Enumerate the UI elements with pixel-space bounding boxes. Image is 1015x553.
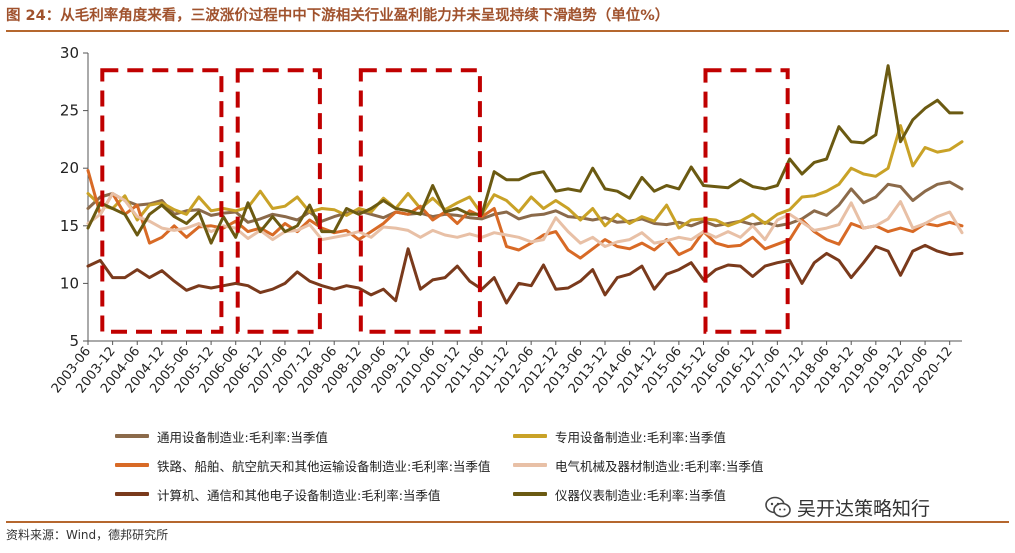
highlight-period-box (703, 68, 790, 334)
y-tick-label: 10 (60, 274, 79, 292)
y-tick-label: 15 (60, 217, 79, 235)
legend-label: 电气机械及器材制造业:毛利率:当季值 (555, 458, 764, 474)
highlight-period-box (100, 68, 224, 334)
y-tick-label: 30 (60, 44, 79, 62)
y-tick-label: 25 (60, 102, 79, 120)
legend-swatch (513, 492, 547, 496)
series-line (86, 180, 964, 228)
series-line (86, 169, 964, 260)
series-line (86, 124, 964, 230)
legend-swatch (513, 463, 547, 467)
legend-item-electrical-machinery: 电气机械及器材制造业:毛利率:当季值 (513, 456, 763, 474)
wechat-watermark: 吴开达策略知行 (765, 492, 930, 522)
legend-item-computer-electronics: 计算机、通信和其他电子设备制造业:毛利率:当季值 (115, 485, 440, 503)
legend-label: 仪器仪表制造业:毛利率:当季值 (555, 487, 726, 503)
highlight-period-box (235, 68, 322, 334)
series-line (86, 192, 964, 248)
legend-label: 铁路、船舶、航空航天和其他运输设备制造业:毛利率:当季值 (157, 458, 491, 474)
legend-item-transport-equipment: 铁路、船舶、航空航天和其他运输设备制造业:毛利率:当季值 (115, 456, 490, 474)
legend-swatch (115, 492, 149, 496)
bottom-rule (6, 521, 1009, 523)
y-tick-label: 5 (69, 332, 79, 350)
legend-swatch (115, 463, 149, 467)
wechat-icon (765, 496, 791, 518)
legend-item-instruments: 仪器仪表制造业:毛利率:当季值 (513, 485, 726, 503)
figure-title: 图 24：从毛利率角度来看，三波涨价过程中中下游相关行业盈利能力并未呈现持续下滑… (6, 8, 670, 24)
series-line (86, 64, 964, 245)
line-chart: 510152025302003-062003-122004-062004-122… (49, 44, 964, 396)
legend-label: 计算机、通信和其他电子设备制造业:毛利率:当季值 (157, 487, 441, 503)
source-note: 资料来源：Wind，德邦研究所 (6, 528, 169, 542)
top-rule (6, 30, 1009, 32)
highlight-period-box (358, 68, 482, 334)
watermark-text: 吴开达策略知行 (797, 497, 931, 520)
y-tick-label: 20 (60, 159, 79, 177)
series-line (86, 243, 964, 305)
